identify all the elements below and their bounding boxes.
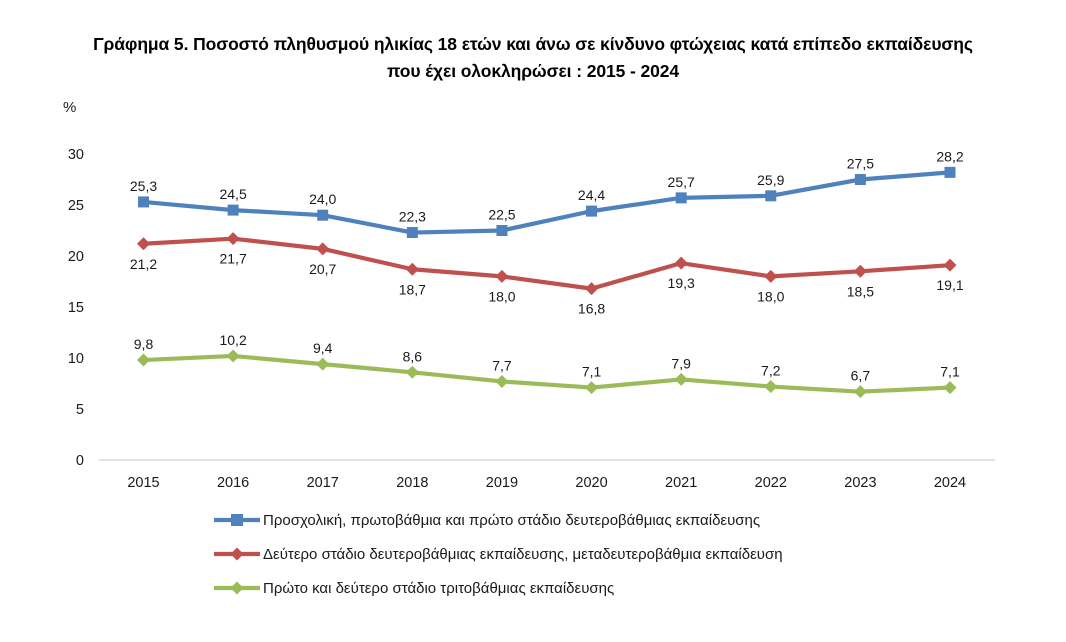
data-label: 7,2 (761, 363, 781, 379)
data-label: 18,0 (757, 288, 784, 304)
legend-swatch-diamond (214, 581, 260, 595)
data-point-marker-square (317, 209, 329, 221)
data-label: 19,3 (668, 275, 695, 291)
data-point-marker-diamond (585, 381, 599, 395)
data-point-marker-square (138, 196, 149, 208)
data-label: 18,5 (847, 283, 874, 299)
legend-swatch-square (214, 514, 260, 526)
data-point-marker-diamond (226, 232, 240, 246)
y-axis-tick-label: 15 (68, 300, 84, 316)
legend-label: Δεύτερο στάδιο δευτεροβάθμιας εκπαίδευση… (263, 545, 783, 563)
data-label: 7,1 (582, 364, 602, 380)
data-point-marker-square (227, 204, 239, 216)
data-label: 20,7 (309, 261, 336, 277)
y-axis-tick-label: 30 (68, 147, 84, 163)
chart-legend: Προσχολική, πρωτοβάθμια και πρώτο στάδιο… (214, 509, 783, 599)
x-axis-tick-label: 2019 (486, 475, 518, 491)
x-axis-tick-label: 2024 (934, 475, 966, 491)
data-point-marker-diamond (495, 374, 509, 388)
data-point-marker-diamond (943, 381, 957, 395)
data-label: 7,9 (671, 355, 691, 371)
legend-item: Πρώτο και δεύτερο στάδιο τριτοβάθμιας εκ… (214, 577, 783, 599)
data-point-marker-diamond (853, 385, 867, 399)
x-axis-tick-label: 2020 (575, 475, 607, 491)
data-point-marker-diamond (316, 242, 330, 256)
y-axis-tick-label: 20 (68, 249, 84, 265)
data-point-marker-diamond (943, 258, 957, 272)
x-axis-tick-label: 2023 (844, 475, 876, 491)
data-point-marker-square (675, 192, 687, 204)
series-line-diamond (141, 353, 953, 394)
data-label: 24,5 (219, 186, 246, 202)
data-point-marker-square (496, 225, 508, 236)
data-label: 22,5 (488, 207, 515, 223)
data-label: 18,7 (399, 281, 426, 297)
data-label: 25,7 (668, 174, 695, 190)
data-point-marker-square (406, 227, 418, 239)
data-label: 18,0 (488, 288, 515, 304)
legend-label: Πρώτο και δεύτερο στάδιο τριτοβάθμιας εκ… (263, 579, 615, 597)
data-point-marker-square (586, 205, 598, 217)
legend-marker-diamond (230, 547, 244, 561)
data-point-marker-diamond (226, 349, 240, 363)
series-line-diamond (141, 236, 953, 291)
x-axis-tick-label: 2022 (755, 475, 787, 491)
data-label: 9,8 (134, 336, 154, 352)
data-label: 7,1 (940, 364, 960, 380)
data-label: 6,7 (851, 368, 871, 384)
data-point-marker-diamond (136, 353, 151, 367)
y-axis-tick-label: 10 (68, 351, 84, 367)
data-point-marker-diamond (764, 380, 778, 394)
data-label: 8,6 (403, 348, 423, 364)
data-point-marker-diamond (136, 237, 151, 251)
data-label: 24,4 (578, 187, 605, 203)
data-label: 10,2 (219, 332, 246, 348)
data-label: 19,1 (936, 277, 963, 293)
data-point-marker-diamond (764, 269, 778, 283)
data-label: 9,4 (313, 340, 333, 356)
data-point-marker-diamond (405, 262, 419, 276)
data-label: 24,0 (309, 191, 336, 207)
data-label: 22,3 (399, 209, 426, 225)
data-point-marker-diamond (405, 365, 419, 379)
data-label: 7,7 (492, 357, 512, 373)
data-label: 28,2 (936, 148, 963, 164)
data-point-marker-diamond (316, 357, 330, 371)
y-axis-tick-label: 5 (76, 402, 84, 418)
data-point-marker-square (765, 190, 777, 202)
legend-item: Δεύτερο στάδιο δευτεροβάθμιας εκπαίδευση… (214, 543, 783, 565)
data-point-marker-diamond (674, 256, 688, 270)
data-label: 25,9 (757, 172, 784, 188)
data-label: 16,8 (578, 301, 605, 317)
y-axis-tick-label: 25 (68, 198, 84, 214)
legend-marker-square (231, 514, 243, 526)
series-line-square (141, 170, 953, 235)
data-point-marker-square (944, 166, 956, 178)
y-axis-unit-label: % (63, 99, 77, 116)
data-point-marker-diamond (674, 372, 688, 386)
x-axis-tick-label: 2017 (307, 475, 339, 491)
data-label: 25,3 (130, 178, 157, 194)
data-label: 27,5 (847, 156, 874, 172)
data-point-marker-diamond (495, 269, 509, 283)
data-point-marker-square (854, 174, 866, 185)
data-point-marker-diamond (853, 264, 867, 278)
legend-label: Προσχολική, πρωτοβάθμια και πρώτο στάδιο… (263, 511, 761, 529)
y-axis-tick-label: 0 (76, 453, 84, 469)
x-axis-tick-label: 2016 (217, 475, 249, 491)
data-label: 21,2 (130, 256, 157, 272)
data-point-marker-diamond (585, 282, 599, 296)
chart-title: Γράφημα 5. Ποσοστό πληθυσμού ηλικίας 18 … (93, 34, 973, 81)
legend-marker-diamond (230, 581, 244, 595)
x-axis-tick-label: 2015 (127, 475, 159, 491)
data-label: 21,7 (219, 251, 246, 267)
legend-swatch-diamond (214, 547, 260, 561)
x-axis-tick-label: 2021 (665, 475, 697, 491)
x-axis-tick-label: 2018 (396, 475, 428, 491)
legend-item: Προσχολική, πρωτοβάθμια και πρώτο στάδιο… (214, 509, 783, 531)
